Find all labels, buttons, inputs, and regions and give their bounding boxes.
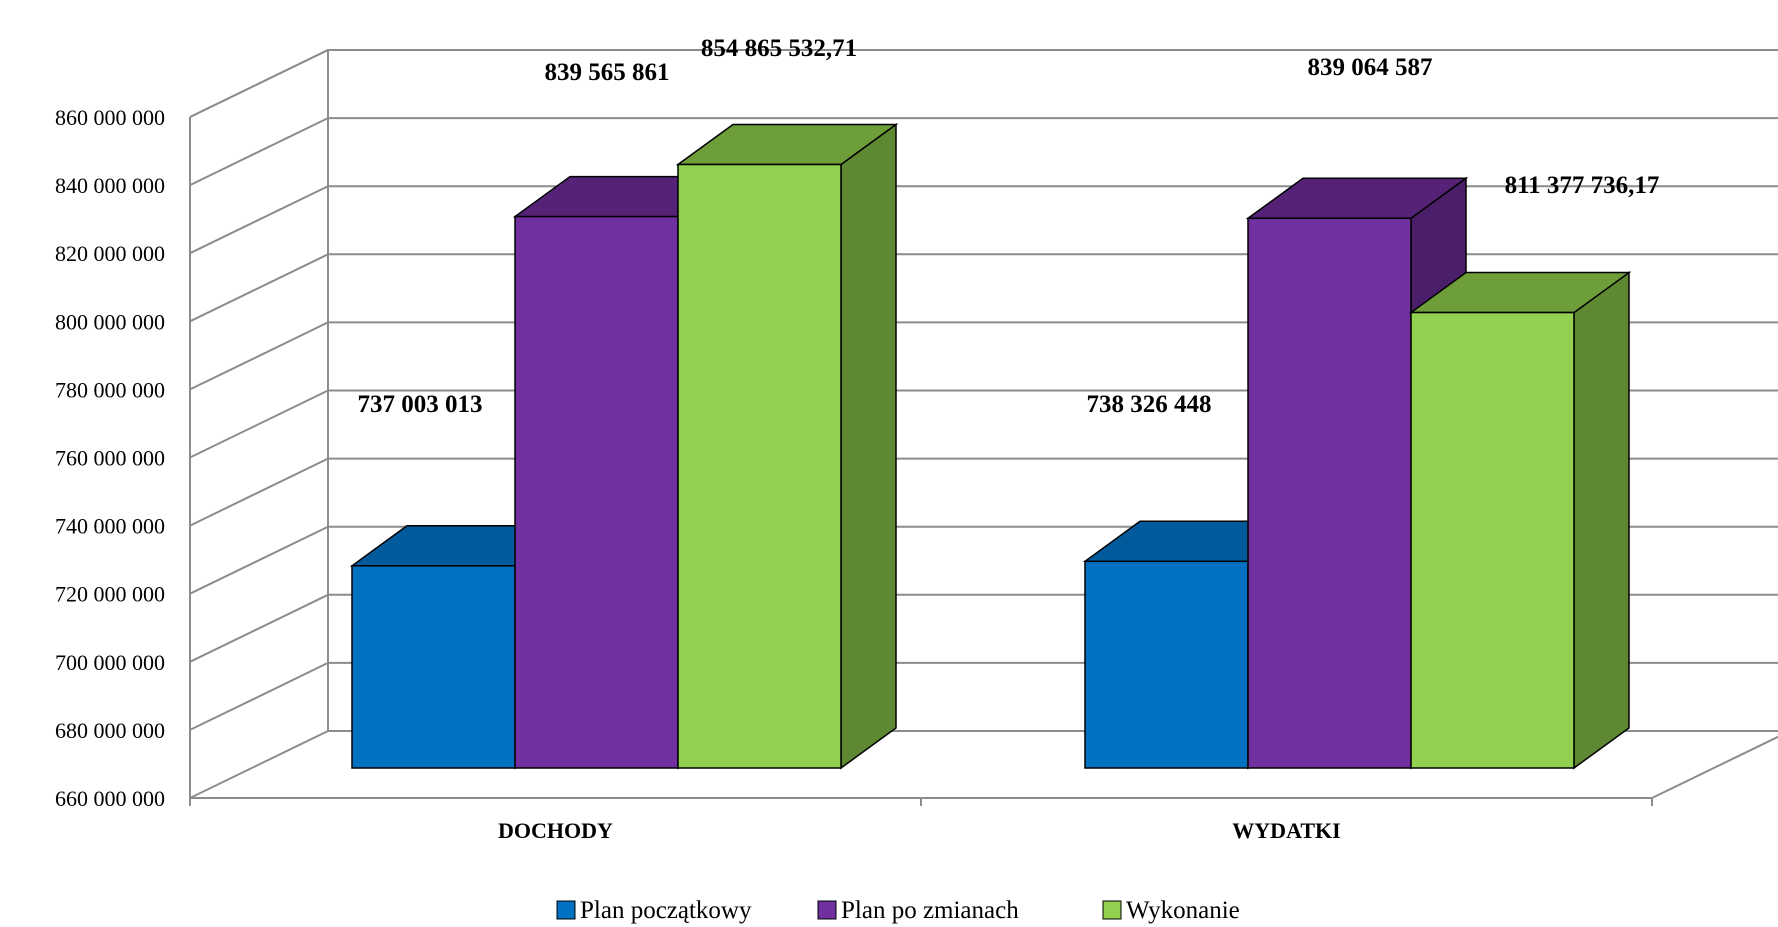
gridline [189,49,1778,118]
legend-item: Wykonanie [1102,897,1240,924]
y-tick-label: 840 000 000 [55,173,165,198]
y-tick-label: 700 000 000 [55,650,165,675]
y-tick-label: 860 000 000 [55,105,165,130]
legend-label: Plan początkowy [580,897,752,924]
floor-right-edge [1651,735,1778,799]
data-label: 737 003 013 [358,391,483,418]
y-tick-label: 680 000 000 [55,718,165,743]
gridlines [189,49,1778,799]
y-tick-label: 800 000 000 [55,309,165,334]
bar [675,123,899,770]
y-tick-label: 780 000 000 [55,377,165,402]
y-tick-label: 740 000 000 [55,514,165,539]
y-tick-label: 660 000 000 [55,786,165,811]
data-label: 839 064 587 [1308,54,1433,81]
data-label: 738 326 448 [1087,391,1212,418]
data-label: 854 865 532,71 [701,35,857,62]
legend-label: Plan po zmianach [841,897,1019,924]
data-label: 839 565 861 [545,59,670,86]
legend-swatch [1102,900,1122,920]
legend-item: Plan początkowy [556,897,752,924]
x-category-label: WYDATKI [1232,818,1340,843]
y-tick-label: 820 000 000 [55,241,165,266]
legend-item: Plan po zmianach [817,897,1019,924]
legend-label: Wykonanie [1126,897,1240,924]
y-tick-label: 760 000 000 [55,446,165,471]
legend: Plan początkowy Plan po zmianach Wykonanie [556,897,1240,924]
bar [1408,271,1632,770]
bars [349,123,1632,770]
y-axis-tick-labels: 660 000 000 680 000 000 700 000 000 720 000… [55,105,165,811]
y-tick-label: 720 000 000 [55,582,165,607]
legend-swatch [556,900,576,920]
legend-swatch [817,900,837,920]
x-axis: DOCHODY WYDATKI [189,797,1653,843]
back-wall-top [189,49,1778,118]
data-label: 811 377 736,17 [1505,172,1660,199]
x-category-label: DOCHODY [498,818,613,843]
data-labels: 737 003 013 839 565 861 854 865 532,71 738 … [358,35,1660,418]
